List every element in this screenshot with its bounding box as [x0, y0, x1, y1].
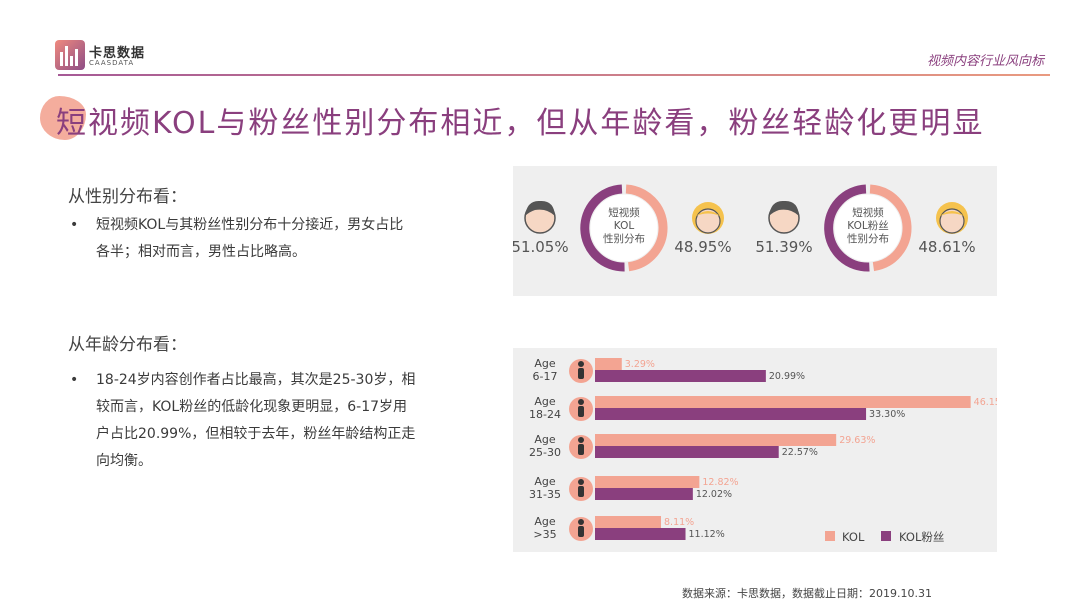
female-avatar-icon [692, 202, 724, 234]
header-tag: 视频内容行业风向标 [926, 54, 1044, 69]
fans-bar-label: 12.02% [696, 489, 732, 500]
bullet-dot-icon: • [70, 217, 79, 233]
kol-bar-label: 46.15% [974, 397, 997, 408]
gender-bullet-line: 短视频KOL与其粉丝性别分布十分接近，男女占比 [96, 217, 404, 233]
age-category-label: 25-30 [529, 446, 561, 459]
kol-bar [595, 476, 700, 488]
male-avatar-icon [768, 200, 800, 234]
brand-name: 卡思数据 [89, 46, 146, 61]
brand-logo: 卡思数据 CAASDATA [55, 40, 175, 74]
legend-swatch-kol [825, 531, 835, 541]
person-icon [569, 359, 593, 383]
fans-bar [595, 528, 686, 540]
donut-center-label: 性别分布 [603, 232, 645, 245]
kol-bar [595, 358, 622, 370]
kol-bar-label: 29.63% [839, 435, 875, 446]
fans-bar [595, 488, 693, 500]
person-icon [569, 435, 593, 459]
fans-bar-label: 22.57% [782, 447, 818, 458]
donut-center-label: KOL [614, 220, 635, 232]
legend-label-kol: KOL [842, 530, 865, 544]
age-section-heading: 从年龄分布看： [68, 335, 187, 355]
legend-swatch-fans [881, 531, 891, 541]
chart-legend: KOL KOL粉丝 [825, 530, 944, 544]
gender-bullet-line: 各半；相对而言，男性占比略高。 [96, 244, 306, 260]
kol-bar [595, 516, 662, 528]
male-percent-label: 51.39% [755, 238, 812, 256]
data-source-note: 数据来源：卡思数据，数据截止日期：2019.10.31 [682, 587, 932, 600]
age-category-label: Age [534, 395, 556, 408]
kol-bar-label: 8.11% [664, 517, 694, 528]
age-category-label: Age [534, 475, 556, 488]
kol-bar [595, 434, 837, 446]
age-bullet-line: 18-24岁内容创作者占比最高，其次是25-30岁，相 [96, 372, 416, 388]
female-percent-label: 48.61% [918, 238, 975, 256]
age-category-label: 6-17 [533, 370, 558, 383]
age-category-label: Age [534, 357, 556, 370]
fans-bar [595, 446, 779, 458]
donut-center [590, 194, 658, 262]
female-avatar-icon [936, 202, 968, 234]
age-category-label: 18-24 [529, 408, 561, 421]
fans-bar [595, 408, 867, 420]
kol-bar [595, 396, 971, 408]
legend-label-fans: KOL粉丝 [899, 530, 944, 544]
male-share-arc [580, 184, 625, 272]
donut-center-label: 性别分布 [847, 232, 889, 245]
header-divider [58, 74, 1050, 76]
age-category-label: Age [534, 515, 556, 528]
age-bullet-line: 户占比20.99%，但相较于去年，粉丝年龄结构正走 [96, 426, 416, 442]
donut-center [834, 194, 902, 262]
age-category-label: Age [534, 433, 556, 446]
male-percent-label: 51.05% [513, 238, 569, 256]
kol-bar-label: 12.82% [702, 477, 738, 488]
fans-bar-label: 20.99% [769, 371, 805, 382]
female-percent-label: 48.95% [674, 238, 731, 256]
donut-center-label: KOL粉丝 [847, 219, 888, 232]
brand-mark-icon [55, 40, 85, 70]
person-icon [569, 517, 593, 541]
age-bar-chart: Age6-173.29%20.99%Age18-2446.15%33.30%Ag… [529, 357, 997, 544]
male-avatar-icon [524, 200, 556, 234]
person-icon [569, 397, 593, 421]
female-share-arc [869, 184, 912, 272]
fans-bar [595, 370, 766, 382]
donut-center-label: 短视频 [852, 206, 884, 219]
bullet-dot-icon: • [70, 372, 79, 388]
gender-section-heading: 从性别分布看： [68, 187, 187, 207]
fans-bar-label: 11.12% [689, 529, 725, 540]
donut-center-label: 短视频 [608, 206, 640, 219]
page-title: 短视频KOL与粉丝性别分布相近，但从年龄看，粉丝轻龄化更明显 [56, 106, 985, 141]
fans-bar-label: 33.30% [869, 409, 905, 420]
age-bullet-line: 较而言，KOL粉丝的低龄化现象更明显，6-17岁用 [96, 399, 408, 415]
age-category-label: 31-35 [529, 488, 561, 501]
kol-bar-label: 3.29% [625, 359, 655, 370]
age-category-label: >35 [533, 528, 556, 541]
brand-sub: CAASDATA [89, 59, 135, 67]
person-icon [569, 477, 593, 501]
female-share-arc [625, 184, 668, 272]
male-share-arc [824, 184, 870, 272]
title-decoration [40, 96, 86, 140]
age-bullet-line: 向均衡。 [96, 453, 152, 469]
